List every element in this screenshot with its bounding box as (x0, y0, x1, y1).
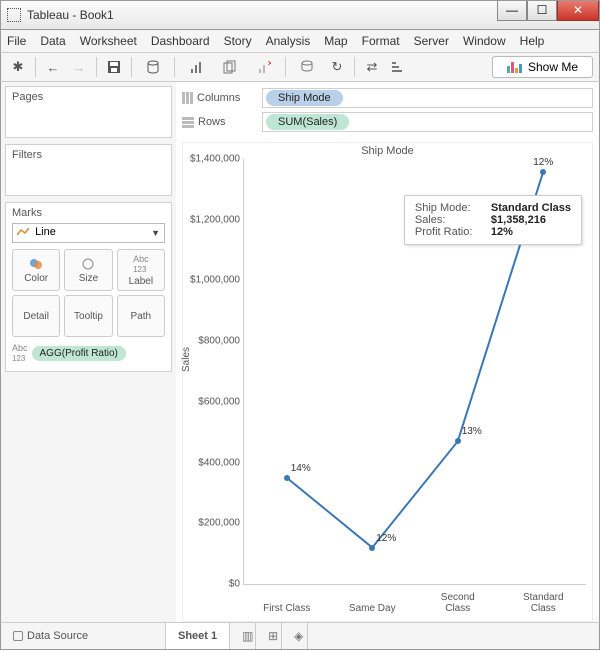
marks-label[interactable]: Abc123 Label (117, 249, 165, 291)
columns-label: Columns (197, 92, 240, 104)
chart-area: Ship Mode Sales $0 $200,000 $400,000 $600,0… (182, 142, 593, 622)
tab-sheet1[interactable]: Sheet 1 (166, 623, 230, 649)
y-tick: $0 (186, 579, 240, 590)
workspace: Pages Filters Marks Line ▼ Color Size (0, 82, 600, 622)
show-me-label: Show Me (528, 60, 578, 74)
new-dashboard-tab[interactable]: ⊞ (256, 623, 282, 649)
tooltip: Ship Mode:Standard Class Sales:$1,358,21… (404, 195, 582, 245)
back-button[interactable]: ← (42, 56, 64, 78)
bottom-tabs: Data Source Sheet 1 ▥ ⊞ ◈ (0, 622, 600, 650)
new-story-tab[interactable]: ◈ (282, 623, 308, 649)
menu-data[interactable]: Data (40, 34, 65, 48)
x-tick: Standard Class (508, 592, 578, 614)
marks-size[interactable]: Size (64, 249, 112, 291)
tableau-logo-icon[interactable]: ✱ (7, 56, 29, 78)
marks-panel: Marks Line ▼ Color Size Abc123 Label (5, 202, 172, 372)
x-tick: Second Class (423, 592, 493, 614)
y-tick: $1,000,000 (186, 275, 240, 286)
filters-label: Filters (12, 149, 165, 161)
window-titlebar: Tableau - Book1 — ☐ ✕ (0, 0, 600, 30)
marks-detail[interactable]: Detail (12, 295, 60, 337)
marks-label: Marks (12, 207, 165, 219)
save-button[interactable] (103, 56, 125, 78)
menu-server[interactable]: Server (414, 34, 449, 48)
sidebar: Pages Filters Marks Line ▼ Color Size (1, 82, 176, 622)
marks-color[interactable]: Color (12, 249, 60, 291)
y-axis-title: Sales (181, 347, 192, 372)
filters-panel[interactable]: Filters (5, 144, 172, 196)
minimize-button[interactable]: — (497, 1, 527, 21)
refresh-button[interactable]: ↻ (326, 56, 348, 78)
point-label: 14% (291, 463, 311, 474)
new-worksheet-button[interactable] (181, 56, 211, 78)
mark-type-label: Line (35, 226, 56, 238)
swap-button[interactable]: ⇄ (361, 56, 383, 78)
data-point[interactable] (284, 475, 290, 481)
y-tick: $600,000 (186, 396, 240, 407)
mark-type-select[interactable]: Line ▼ (12, 223, 165, 243)
menu-dashboard[interactable]: Dashboard (151, 34, 210, 48)
app-icon (7, 8, 21, 22)
show-me-button[interactable]: Show Me (492, 56, 593, 78)
forward-button[interactable]: → (68, 56, 90, 78)
duplicate-button[interactable] (215, 56, 245, 78)
marks-pill-agg[interactable]: AGG(Profit Ratio) (32, 346, 126, 361)
menu-analysis[interactable]: Analysis (266, 34, 311, 48)
data-point[interactable] (369, 545, 375, 551)
menu-help[interactable]: Help (520, 34, 545, 48)
columns-pill[interactable]: Ship Mode (266, 90, 343, 106)
point-label: 13% (462, 426, 482, 437)
y-tick: $1,200,000 (186, 214, 240, 225)
svg-text:✕: ✕ (267, 60, 271, 68)
maximize-button[interactable]: ☐ (527, 1, 557, 21)
y-tick: $400,000 (186, 457, 240, 468)
new-worksheet-tab[interactable]: ▥ (230, 623, 256, 649)
y-tick: $1,400,000 (186, 154, 240, 165)
menu-map[interactable]: Map (324, 34, 347, 48)
toolbar: ✱ ← → ✕ ↻ ⇄ Show Me (0, 52, 600, 82)
content-area: Columns Ship Mode Rows SUM(Sales) Ship M… (176, 82, 599, 622)
point-label: 12% (376, 533, 396, 544)
rows-pill[interactable]: SUM(Sales) (266, 114, 349, 130)
rows-label: Rows (198, 116, 226, 128)
sort-asc-button[interactable] (387, 56, 409, 78)
clear-button[interactable]: ✕ (249, 56, 279, 78)
marks-path[interactable]: Path (117, 295, 165, 337)
menu-worksheet[interactable]: Worksheet (80, 34, 137, 48)
x-tick: Same Day (337, 603, 407, 614)
x-tick: First Class (252, 603, 322, 614)
data-point[interactable] (540, 169, 546, 175)
menu-window[interactable]: Window (463, 34, 506, 48)
pages-label: Pages (12, 91, 165, 103)
autoupdate-button[interactable] (292, 56, 322, 78)
menu-file[interactable]: File (7, 34, 26, 48)
tab-datasource[interactable]: Data Source (1, 623, 166, 649)
y-tick: $800,000 (186, 336, 240, 347)
columns-shelf[interactable]: Columns Ship Mode (182, 88, 593, 108)
menu-bar: File Data Worksheet Dashboard Story Anal… (0, 30, 600, 52)
y-tick: $200,000 (186, 518, 240, 529)
rows-shelf[interactable]: Rows SUM(Sales) (182, 112, 593, 132)
marks-tooltip[interactable]: Tooltip (64, 295, 112, 337)
menu-format[interactable]: Format (362, 34, 400, 48)
close-button[interactable]: ✕ (557, 1, 599, 21)
menu-story[interactable]: Story (224, 34, 252, 48)
pages-panel[interactable]: Pages (5, 86, 172, 138)
point-label: 12% (533, 157, 553, 168)
chart-title: Ship Mode (183, 143, 592, 159)
datasource-button[interactable] (138, 56, 168, 78)
data-point[interactable] (455, 438, 461, 444)
